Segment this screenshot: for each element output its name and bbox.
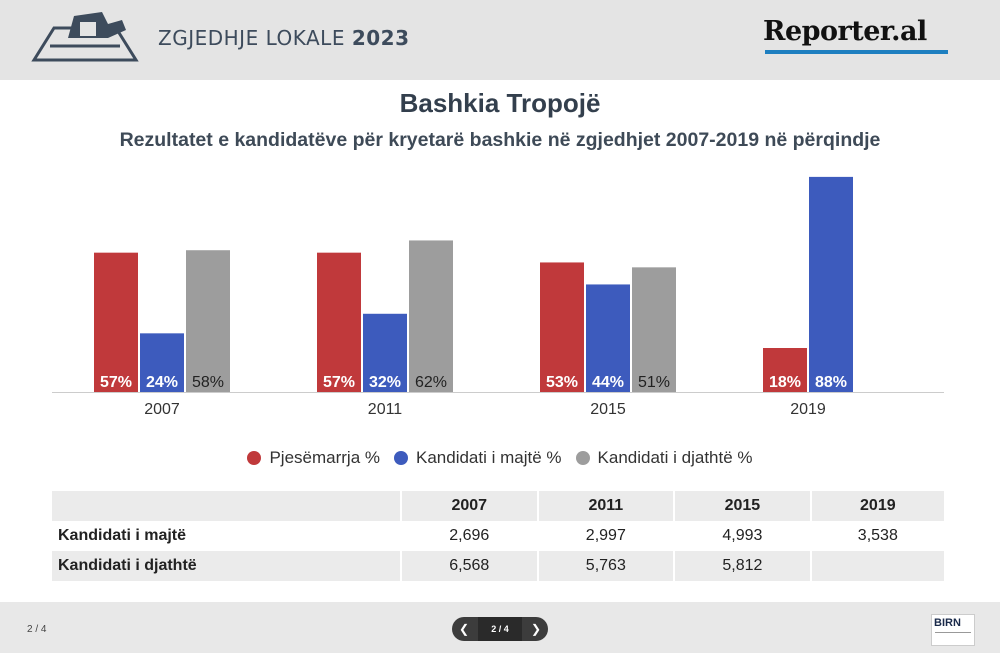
bar-left-candidate-2015 <box>586 284 630 392</box>
data-label-right-candidate-2011: 62% <box>415 374 447 391</box>
header-title-light: ZGJEDHJE LOKALE <box>158 26 345 50</box>
reporter-logo[interactable]: Reporter.al <box>763 16 927 47</box>
birn-logo-text: BIRN <box>934 617 961 629</box>
chevron-right-icon[interactable]: ❯ <box>530 622 542 636</box>
table-row-label: Kandidati i majtë <box>58 527 187 544</box>
legend-dot-left-candidate <box>394 451 408 465</box>
ballot-box-logo-icon <box>31 12 139 62</box>
birn-logo[interactable]: BIRN <box>931 614 975 646</box>
bar-turnout-2019 <box>763 348 807 392</box>
bar-right-candidate-2011 <box>409 240 453 392</box>
page-navigator: ❮ 2 / 4 ❯ <box>452 617 548 641</box>
table-row: Kandidati i djathtë 6,568 5,763 5,812 <box>52 551 944 581</box>
pager-label: 2 / 4 <box>478 617 522 641</box>
bar-turnout-2007 <box>94 252 138 392</box>
legend-item-left-candidate[interactable]: Kandidati i majtë % <box>394 448 562 468</box>
legend-item-turnout[interactable]: Pjesëmarrja % <box>247 448 380 468</box>
table-header-cell: 2007 <box>400 491 538 521</box>
bar-right-candidate-2007 <box>186 250 230 392</box>
birn-logo-lines <box>935 632 971 642</box>
table-header-cell: 2015 <box>673 491 811 521</box>
table-cell: 4,993 <box>673 521 811 551</box>
table-cell: 6,568 <box>400 551 538 581</box>
data-label-left-candidate-2011: 32% <box>369 374 401 391</box>
bar-left-candidate-2019 <box>809 176 853 392</box>
x-tick-label-2019: 2019 <box>790 401 826 418</box>
bar-right-candidate-2015 <box>632 267 676 392</box>
header-bar: ZGJEDHJE LOKALE 2023 Reporter.al <box>0 0 1000 80</box>
table-cell: 3,538 <box>809 521 944 551</box>
data-label-turnout-2015: 53% <box>546 374 578 391</box>
header-title-year: 2023 <box>351 26 410 50</box>
data-label-turnout-2011: 57% <box>323 374 355 391</box>
bar-left-candidate-2007 <box>140 333 184 392</box>
table-cell: 5,812 <box>673 551 811 581</box>
x-tick-label-2007: 2007 <box>144 401 180 418</box>
table-cell <box>809 551 944 581</box>
legend-label-turnout: Pjesëmarrja % <box>269 448 380 467</box>
votes-table: 2007 2011 2015 2019 Kandidati i majtë 2,… <box>52 491 944 581</box>
table-cell: 5,763 <box>536 551 675 581</box>
table-header-cell: 2011 <box>536 491 675 521</box>
bar-left-candidate-2011 <box>363 313 407 392</box>
x-tick-label-2011: 2011 <box>368 401 403 418</box>
data-label-turnout-2007: 57% <box>100 374 132 391</box>
bar-turnout-2015 <box>540 262 584 392</box>
data-label-turnout-2019: 18% <box>769 374 801 391</box>
table-row-label: Kandidati i djathtë <box>52 551 401 581</box>
legend-dot-turnout <box>247 451 262 465</box>
legend-label-left-candidate: Kandidati i majtë % <box>416 448 562 467</box>
table-row: Kandidati i majtë 2,696 2,997 4,993 3,53… <box>52 521 944 551</box>
data-label-right-candidate-2015: 51% <box>638 374 670 391</box>
table-cell: 2,696 <box>400 521 538 551</box>
data-label-left-candidate-2015: 44% <box>592 374 624 391</box>
bar-chart: 57% 24% 58% 2007 57% 32% 62% 2011 53% 44% 51% 2015 1… <box>52 176 944 418</box>
bar-turnout-2011 <box>317 252 361 392</box>
page-title: Bashkia Tropojë <box>399 88 601 118</box>
data-label-left-candidate-2019: 88% <box>815 374 847 391</box>
page-indicator: 2 / 4 <box>27 624 47 635</box>
footer-bar: 2 / 4 ❮ 2 / 4 ❯ BIRN <box>0 602 1000 653</box>
table-header-cell <box>52 491 401 521</box>
x-tick-label-2015: 2015 <box>590 401 626 418</box>
data-label-left-candidate-2007: 24% <box>146 374 178 391</box>
chart-subtitle: Rezultatet e kandidatëve për kryetarë ba… <box>119 129 881 151</box>
chevron-left-icon[interactable]: ❮ <box>458 622 470 636</box>
table-header-cell: 2019 <box>809 491 944 521</box>
reporter-logo-underline <box>765 50 948 54</box>
legend-label-right-candidate: Kandidati i djathtë % <box>597 448 753 467</box>
legend-dot-right-candidate <box>575 451 590 465</box>
table-header-row: 2007 2011 2015 2019 <box>52 491 944 521</box>
data-label-right-candidate-2007: 58% <box>192 374 224 391</box>
table-cell: 2,997 <box>536 521 675 551</box>
legend-item-right-candidate[interactable]: Kandidati i djathtë % <box>575 448 753 468</box>
slide-content: Bashkia Tropojë Rezultatet e kandidatëve… <box>0 80 1000 602</box>
chart-legend: Pjesëmarrja % Kandidati i majtë % Kandid… <box>0 448 1000 468</box>
header-title: ZGJEDHJE LOKALE 2023 <box>158 26 410 50</box>
